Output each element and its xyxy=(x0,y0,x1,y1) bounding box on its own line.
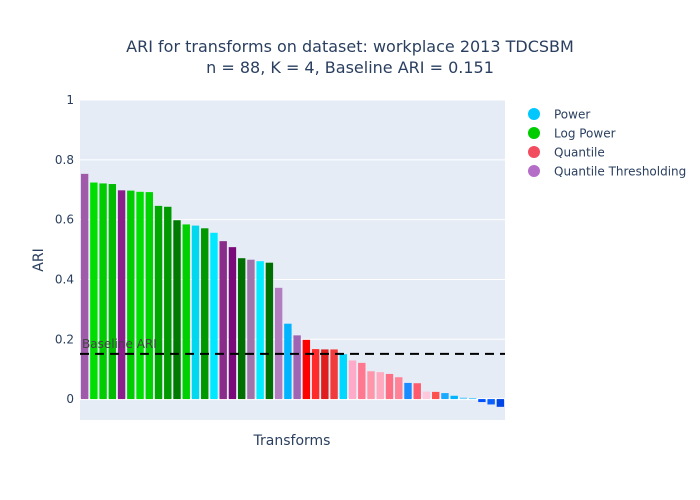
bar[interactable] xyxy=(432,391,440,400)
bar[interactable] xyxy=(385,373,394,400)
bar[interactable] xyxy=(311,349,320,400)
y-tick-label: 0.6 xyxy=(55,213,74,227)
baseline-group: Baseline ARI xyxy=(80,337,505,355)
bar[interactable] xyxy=(348,360,357,400)
legend-label: Quantile xyxy=(554,146,605,160)
legend: Power Log Power Quantile Quantile Thresh… xyxy=(528,108,686,179)
bar[interactable] xyxy=(90,182,98,400)
bar[interactable] xyxy=(80,173,89,400)
bar[interactable] xyxy=(182,224,190,400)
legend-marker xyxy=(528,146,540,158)
x-axis-label: Transforms xyxy=(253,433,331,449)
chart-title: ARI for transforms on dataset: workplace… xyxy=(126,37,574,56)
bar[interactable] xyxy=(422,391,431,400)
bar[interactable] xyxy=(404,382,412,400)
bar[interactable] xyxy=(302,339,311,400)
legend-marker xyxy=(528,165,540,177)
bar[interactable] xyxy=(228,247,237,400)
legend-marker xyxy=(528,108,540,120)
legend-marker xyxy=(528,127,540,139)
bar[interactable] xyxy=(367,371,375,400)
legend-item-log-power[interactable]: Log Power xyxy=(528,127,616,141)
bar[interactable] xyxy=(468,398,477,400)
bar[interactable] xyxy=(108,184,117,400)
bar[interactable] xyxy=(117,190,126,400)
bar[interactable] xyxy=(321,349,329,400)
legend-item-quantile[interactable]: Quantile xyxy=(528,146,605,160)
bar[interactable] xyxy=(496,399,505,407)
bar[interactable] xyxy=(478,399,486,403)
bar[interactable] xyxy=(127,190,135,400)
bar[interactable] xyxy=(173,220,181,400)
chart-subtitle: n = 88, K = 4, Baseline ARI = 0.151 xyxy=(206,58,494,77)
bar[interactable] xyxy=(201,228,209,400)
bar[interactable] xyxy=(487,399,495,405)
bar[interactable] xyxy=(459,397,468,400)
y-tick-label: 0.4 xyxy=(55,272,74,286)
legend-item-power[interactable]: Power xyxy=(528,108,590,122)
bar[interactable] xyxy=(395,377,403,400)
bar[interactable] xyxy=(256,261,264,400)
bar[interactable] xyxy=(164,206,172,400)
y-axis-label: ARI xyxy=(31,248,47,271)
bar[interactable] xyxy=(339,354,348,400)
bar[interactable] xyxy=(376,372,384,400)
legend-label: Log Power xyxy=(554,127,616,141)
y-tick-label: 0.8 xyxy=(55,153,74,167)
baseline-label: Baseline ARI xyxy=(82,337,157,351)
bars xyxy=(80,173,505,407)
bar[interactable] xyxy=(99,183,107,400)
bar[interactable] xyxy=(330,349,338,400)
bar[interactable] xyxy=(265,262,274,400)
bar[interactable] xyxy=(191,225,200,400)
bar[interactable] xyxy=(136,191,144,400)
legend-label: Quantile Thresholding xyxy=(554,165,686,179)
bar[interactable] xyxy=(219,241,227,400)
y-axis-ticks: 0 0.2 0.4 0.6 0.8 1 xyxy=(55,93,74,406)
y-tick-label: 0.2 xyxy=(55,332,74,346)
bar[interactable] xyxy=(441,393,449,400)
bar[interactable] xyxy=(237,258,246,400)
legend-item-quantile-thresholding[interactable]: Quantile Thresholding xyxy=(528,165,686,179)
bar[interactable] xyxy=(247,259,255,400)
bar[interactable] xyxy=(284,323,292,400)
bar[interactable] xyxy=(293,335,301,400)
bar[interactable] xyxy=(358,362,366,400)
bar[interactable] xyxy=(413,383,421,400)
bar[interactable] xyxy=(450,395,458,400)
bar[interactable] xyxy=(210,232,218,400)
y-tick-label: 1 xyxy=(66,93,74,107)
bar[interactable] xyxy=(145,192,153,400)
y-tick-label: 0 xyxy=(66,392,74,406)
bar[interactable] xyxy=(154,205,163,400)
bar[interactable] xyxy=(274,287,283,400)
legend-label: Power xyxy=(554,108,590,122)
